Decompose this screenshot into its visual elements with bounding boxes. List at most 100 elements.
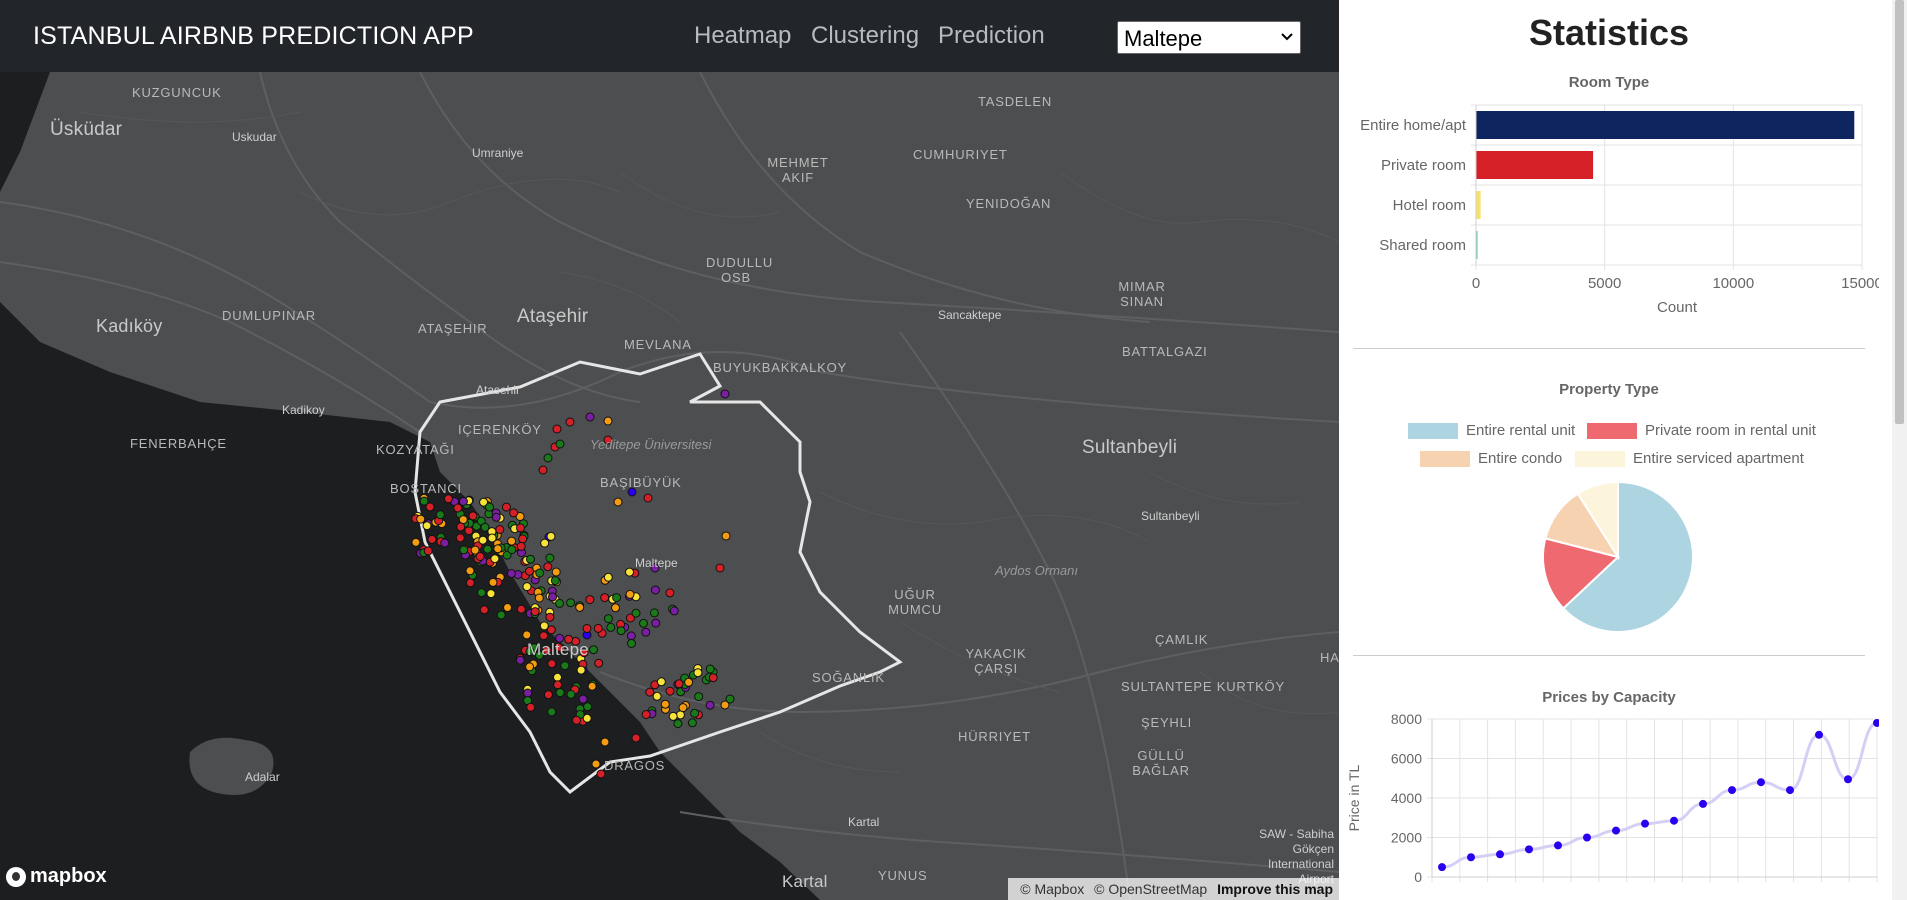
map-label-maltepe-small: Maltepe	[635, 556, 678, 570]
listing-point	[675, 710, 685, 720]
listing-point	[493, 544, 503, 554]
listing-point	[572, 715, 581, 725]
listing-point	[593, 623, 603, 633]
map-label-mevlana: MEVLANA	[624, 337, 692, 352]
mapbox-icon	[6, 866, 26, 887]
listing-point	[496, 610, 506, 620]
listing-point	[458, 515, 468, 525]
listing-point	[440, 538, 450, 548]
listing-point	[673, 719, 683, 729]
room-type-chart-title: Room Type	[1568, 74, 1650, 91]
listing-point	[422, 521, 432, 531]
y-tick-label: 4000	[1391, 790, 1422, 806]
listing-point	[526, 554, 535, 564]
listing-point	[678, 703, 688, 713]
legend-entire-rental-unit[interactable]: Entire rental unit	[1408, 422, 1575, 439]
section-divider	[1353, 655, 1865, 656]
map-label-mehmet-akif: MEHMET AKIF	[767, 155, 829, 185]
nav-heatmap-link[interactable]: Heatmap	[694, 22, 792, 49]
listing-point	[488, 577, 498, 587]
map-label-yeditepe: Yeditepe Üniversitesi	[590, 437, 712, 452]
data-point	[1786, 786, 1794, 795]
prices-chart: 0 2000 4000 6000 8000 Price in TL	[1346, 711, 1879, 885]
map-label-sultantepe: SULTANTEPE KURTKÖY	[1121, 679, 1285, 694]
map-label-sultanbeyli: Sultanbeyli	[1082, 437, 1178, 458]
listing-point	[507, 536, 517, 546]
data-point	[1438, 863, 1446, 872]
listing-point	[611, 603, 620, 613]
listing-point	[687, 718, 697, 728]
listing-point	[455, 533, 465, 543]
app-title: ISTANBUL AIRBNB PREDICTION APP	[33, 22, 474, 50]
listing-point	[480, 522, 490, 532]
listing-point	[603, 614, 613, 624]
listing-point	[542, 645, 552, 655]
legend-entire-condo[interactable]: Entire condo	[1420, 450, 1562, 467]
listing-point	[625, 567, 634, 577]
listing-point	[546, 531, 556, 541]
listing-point	[453, 503, 463, 513]
pie-slice	[1542, 537, 1621, 610]
nav-clustering-link[interactable]: Clustering	[811, 22, 920, 49]
listing-point	[582, 624, 592, 633]
listing-point	[503, 603, 512, 612]
map-label-mimar-sinan: MIMAR SINAN	[1118, 279, 1166, 309]
listing-point	[535, 568, 545, 578]
legend-serviced-apartment[interactable]: Entire serviced apartment	[1575, 450, 1804, 467]
map-label-seyhli: ŞEYHLI	[1141, 715, 1193, 730]
listing-point	[465, 578, 475, 588]
sidebar-scrollbar[interactable]	[1892, 0, 1907, 900]
improve-map-link[interactable]: Improve this map	[1217, 881, 1333, 897]
nav-prediction-link[interactable]: Prediction	[938, 22, 1045, 49]
listing-point	[458, 497, 468, 506]
scrollbar-thumb[interactable]	[1895, 0, 1904, 424]
listing-point	[616, 626, 626, 636]
osm-attribution-link[interactable]: © OpenStreetMap	[1094, 881, 1208, 897]
map-label-atasehir: Ataşehir	[517, 306, 589, 327]
listing-point	[669, 606, 679, 616]
listing-point	[477, 588, 486, 598]
map-label-aydos: Aydos Ormanı	[995, 563, 1078, 578]
listing-point	[547, 707, 557, 717]
data-point	[1670, 816, 1678, 825]
legend-label: Entire rental unit	[1466, 422, 1576, 439]
listing-point	[566, 598, 576, 608]
map-view[interactable]: Üsküdar Uskudar KUZGUNCUK Umraniye TASDE…	[0, 72, 1339, 900]
y-tick-label: 8000	[1391, 711, 1422, 727]
listing-point	[490, 554, 500, 564]
series-line	[1441, 721, 1878, 869]
listing-point	[705, 700, 715, 710]
listing-point	[416, 514, 426, 524]
listing-point	[419, 496, 429, 506]
listing-point	[589, 645, 598, 655]
listing-point	[523, 688, 533, 698]
x-tick-label: 15000	[1841, 275, 1879, 292]
map-label-icerenkoy: IÇERENKÖY	[458, 422, 542, 437]
x-tick-label: 5000	[1588, 275, 1621, 292]
district-select[interactable]: Maltepe	[1117, 21, 1301, 54]
map-label-kozyatagi: KOZYATAĞI	[376, 442, 455, 457]
listing-point	[555, 633, 565, 643]
map-label-uskudar: Üsküdar	[50, 119, 123, 140]
map-label-maltepe: Maltepe	[527, 640, 589, 659]
y-tick-label: 2000	[1391, 830, 1422, 846]
x-axis-label: Count	[1657, 299, 1698, 316]
mapbox-attribution-link[interactable]: © Mapbox	[1020, 881, 1085, 897]
data-point	[1612, 826, 1620, 835]
data-point	[1873, 718, 1879, 727]
section-divider	[1353, 348, 1865, 349]
listing-point	[583, 702, 593, 712]
map-label-buyukbakkalkoy: BUYUKBAKKALKOY	[713, 360, 848, 375]
legend-private-room[interactable]: Private room in rental unit	[1587, 422, 1816, 439]
data-point	[1583, 833, 1591, 842]
listing-point	[576, 665, 586, 675]
mapbox-logo[interactable]: mapbox	[6, 865, 107, 888]
data-point	[1757, 778, 1765, 787]
data-point	[1641, 819, 1649, 828]
map-label-bostanci: BOSTANCI	[390, 481, 462, 496]
listing-point	[641, 627, 651, 637]
listing-point	[516, 541, 526, 551]
map-label-basibuyuk: BAŞIBÜYÜK	[600, 475, 682, 490]
listing-point	[516, 523, 525, 533]
map-label-soganlik: SOĞANLIK	[812, 670, 885, 685]
